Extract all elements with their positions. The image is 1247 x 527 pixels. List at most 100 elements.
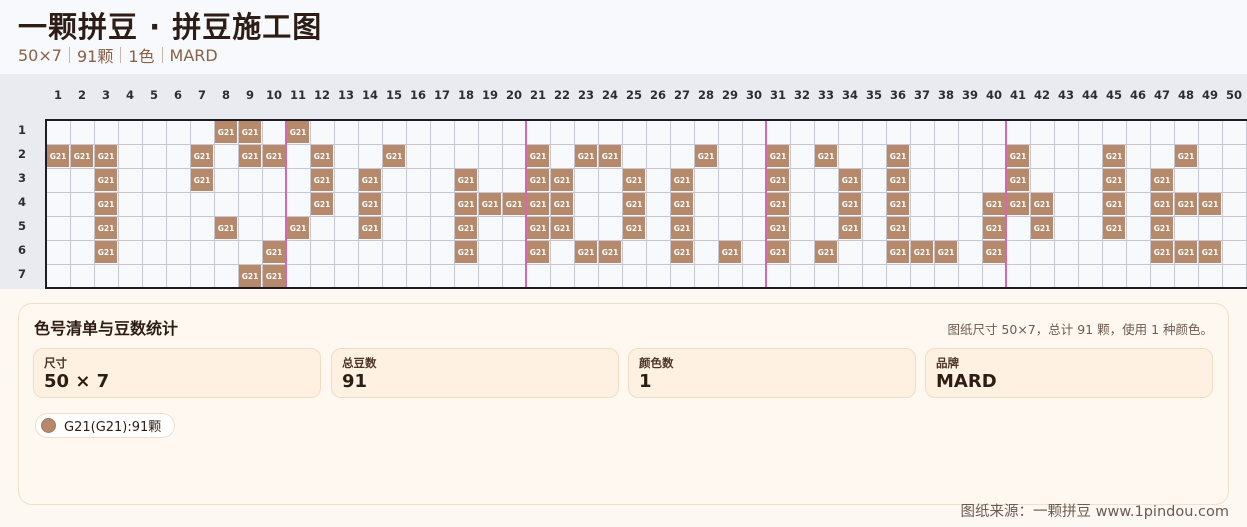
bead-cell[interactable]: G21 bbox=[455, 169, 477, 191]
bead-cell[interactable]: G21 bbox=[527, 145, 549, 167]
bead-cell[interactable]: G21 bbox=[767, 193, 789, 215]
bead-cell[interactable]: G21 bbox=[575, 241, 597, 263]
bead-cell[interactable]: G21 bbox=[1199, 241, 1221, 263]
bead-cell[interactable]: G21 bbox=[1007, 169, 1029, 191]
bead-cell[interactable]: G21 bbox=[983, 241, 1005, 263]
bead-cell[interactable]: G21 bbox=[95, 241, 117, 263]
column-label: 4 bbox=[125, 88, 134, 102]
bead-cell[interactable]: G21 bbox=[311, 193, 333, 215]
bead-cell[interactable]: G21 bbox=[767, 169, 789, 191]
bead-cell[interactable]: G21 bbox=[71, 145, 93, 167]
meta-color-count: 1色 bbox=[128, 47, 155, 66]
bead-cell[interactable]: G21 bbox=[215, 217, 237, 239]
bead-cell[interactable]: G21 bbox=[623, 169, 645, 191]
bead-cell[interactable]: G21 bbox=[623, 217, 645, 239]
bead-cell[interactable]: G21 bbox=[815, 241, 837, 263]
bead-cell[interactable]: G21 bbox=[527, 241, 549, 263]
bead-cell[interactable]: G21 bbox=[935, 241, 957, 263]
bead-cell[interactable]: G21 bbox=[551, 169, 573, 191]
bead-cell[interactable]: G21 bbox=[47, 145, 69, 167]
bead-cell[interactable]: G21 bbox=[95, 145, 117, 167]
bead-cell[interactable]: G21 bbox=[311, 145, 333, 167]
bead-cell[interactable]: G21 bbox=[1199, 193, 1221, 215]
bead-cell[interactable]: G21 bbox=[1151, 169, 1173, 191]
major-grid-line bbox=[285, 121, 287, 287]
bead-cell[interactable]: G21 bbox=[263, 265, 285, 287]
bead-cell[interactable]: G21 bbox=[839, 193, 861, 215]
bead-cell[interactable]: G21 bbox=[551, 193, 573, 215]
bead-cell[interactable]: G21 bbox=[887, 217, 909, 239]
bead-cell[interactable]: G21 bbox=[623, 193, 645, 215]
bead-cell[interactable]: G21 bbox=[1151, 241, 1173, 263]
bead-cell[interactable]: G21 bbox=[1103, 193, 1125, 215]
bead-cell[interactable]: G21 bbox=[359, 169, 381, 191]
bead-cell[interactable]: G21 bbox=[887, 241, 909, 263]
bead-cell[interactable]: G21 bbox=[599, 241, 621, 263]
bead-cell[interactable]: G21 bbox=[911, 241, 933, 263]
color-chip-label: G21(G21):91颗 bbox=[64, 420, 162, 435]
bead-cell[interactable]: G21 bbox=[287, 217, 309, 239]
bead-cell[interactable]: G21 bbox=[767, 145, 789, 167]
bead-cell[interactable]: G21 bbox=[311, 169, 333, 191]
bead-cell[interactable]: G21 bbox=[359, 217, 381, 239]
bead-cell[interactable]: G21 bbox=[767, 241, 789, 263]
bead-cell[interactable]: G21 bbox=[551, 217, 573, 239]
bead-cell[interactable]: G21 bbox=[671, 193, 693, 215]
bead-cell[interactable]: G21 bbox=[479, 193, 501, 215]
bead-cell[interactable]: G21 bbox=[983, 217, 1005, 239]
bead-cell[interactable]: G21 bbox=[383, 145, 405, 167]
bead-cell[interactable]: G21 bbox=[983, 193, 1005, 215]
bead-cell[interactable]: G21 bbox=[503, 193, 525, 215]
stat-label: 尺寸 bbox=[44, 356, 67, 370]
bead-cell[interactable]: G21 bbox=[695, 145, 717, 167]
bead-cell[interactable]: G21 bbox=[191, 169, 213, 191]
bead-cell[interactable]: G21 bbox=[263, 145, 285, 167]
bead-cell[interactable]: G21 bbox=[719, 241, 741, 263]
bead-cell[interactable]: G21 bbox=[527, 217, 549, 239]
bead-cell[interactable]: G21 bbox=[599, 145, 621, 167]
color-chip-g21[interactable]: G21(G21):91颗 bbox=[35, 413, 176, 438]
bead-cell[interactable]: G21 bbox=[767, 217, 789, 239]
bead-cell[interactable]: G21 bbox=[359, 193, 381, 215]
bead-cell[interactable]: G21 bbox=[1007, 145, 1029, 167]
column-label: 41 bbox=[1009, 88, 1026, 102]
bead-cell[interactable]: G21 bbox=[95, 217, 117, 239]
bead-cell[interactable]: G21 bbox=[1031, 193, 1053, 215]
bead-cell[interactable]: G21 bbox=[191, 145, 213, 167]
bead-cell[interactable]: G21 bbox=[455, 217, 477, 239]
bead-cell[interactable]: G21 bbox=[287, 121, 309, 143]
bead-cell[interactable]: G21 bbox=[239, 121, 261, 143]
bead-cell[interactable]: G21 bbox=[1103, 217, 1125, 239]
bead-cell[interactable]: G21 bbox=[1151, 193, 1173, 215]
bead-cell[interactable]: G21 bbox=[95, 169, 117, 191]
bead-cell[interactable]: G21 bbox=[239, 265, 261, 287]
bead-cell[interactable]: G21 bbox=[527, 193, 549, 215]
bead-cell[interactable]: G21 bbox=[239, 145, 261, 167]
bead-cell[interactable]: G21 bbox=[887, 145, 909, 167]
bead-cell[interactable]: G21 bbox=[887, 193, 909, 215]
bead-cell[interactable]: G21 bbox=[215, 121, 237, 143]
bead-cell[interactable]: G21 bbox=[1007, 193, 1029, 215]
bead-cell[interactable]: G21 bbox=[455, 193, 477, 215]
bead-cell[interactable]: G21 bbox=[1031, 217, 1053, 239]
bead-cell[interactable]: G21 bbox=[887, 169, 909, 191]
bead-cell[interactable]: G21 bbox=[1103, 145, 1125, 167]
bead-cell[interactable]: G21 bbox=[815, 145, 837, 167]
bead-cell[interactable]: G21 bbox=[839, 169, 861, 191]
bead-cell[interactable]: G21 bbox=[527, 169, 549, 191]
bead-cell[interactable]: G21 bbox=[671, 241, 693, 263]
bead-cell[interactable]: G21 bbox=[671, 169, 693, 191]
bead-cell[interactable]: G21 bbox=[1175, 145, 1197, 167]
bead-cell[interactable]: G21 bbox=[1151, 217, 1173, 239]
bead-cell[interactable]: G21 bbox=[95, 193, 117, 215]
meta-bead-count: 91颗 bbox=[76, 47, 114, 66]
row-label: 6 bbox=[17, 243, 26, 257]
bead-cell[interactable]: G21 bbox=[455, 241, 477, 263]
bead-cell[interactable]: G21 bbox=[575, 145, 597, 167]
bead-cell[interactable]: G21 bbox=[1103, 169, 1125, 191]
bead-cell[interactable]: G21 bbox=[839, 217, 861, 239]
bead-cell[interactable]: G21 bbox=[671, 217, 693, 239]
bead-cell[interactable]: G21 bbox=[263, 241, 285, 263]
bead-cell[interactable]: G21 bbox=[1175, 193, 1197, 215]
bead-cell[interactable]: G21 bbox=[1175, 241, 1197, 263]
